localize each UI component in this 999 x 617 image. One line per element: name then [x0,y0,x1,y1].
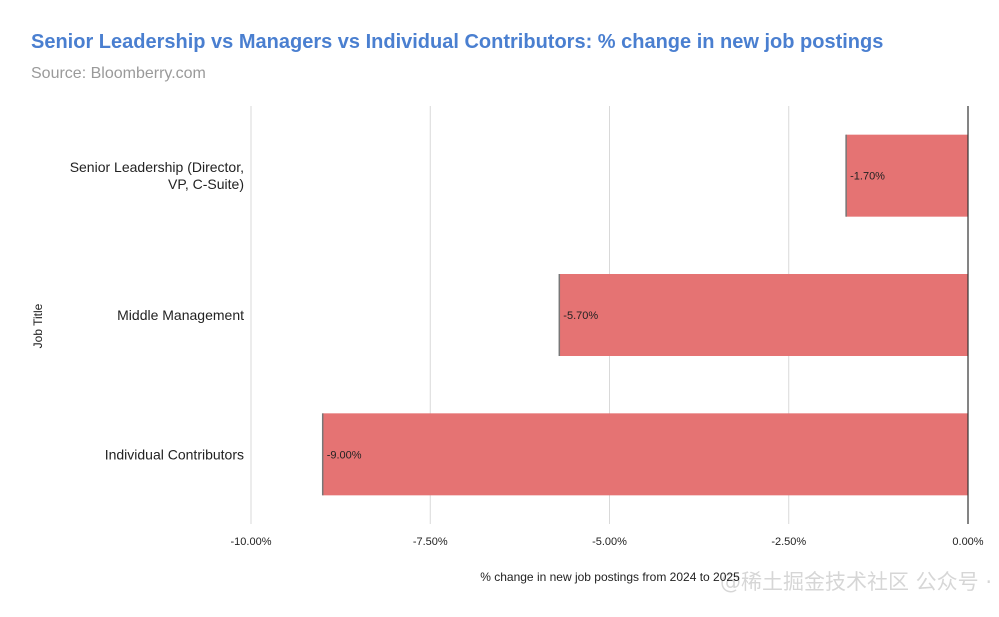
data-label: -9.00% [327,449,362,461]
x-tick-label: -5.00% [592,536,627,548]
bar [322,413,968,496]
x-tick-label: -2.50% [771,536,806,548]
data-label: -1.70% [850,171,885,183]
y-axis-title: Job Title [31,303,45,348]
data-label: -5.70% [563,310,598,322]
category-label: Individual Contributors [105,446,244,462]
x-axis-title: % change in new job postings from 2024 t… [480,570,740,584]
chart-title: Senior Leadership vs Managers vs Individ… [31,31,884,53]
chart-subtitle: Source: Bloomberry.com [31,65,206,82]
watermark: @稀土掘金技术社区 公众号 · 新智元 [720,570,999,594]
category-label: VP, C-Suite) [168,176,244,192]
x-tick-label: 0.00% [952,536,983,548]
x-tick-label: -7.50% [413,536,448,548]
category-label: Middle Management [117,307,244,323]
category-label: Senior Leadership (Director, [70,159,244,175]
bar [846,134,968,217]
x-tick-label: -10.00% [231,536,272,548]
bar [559,274,968,356]
